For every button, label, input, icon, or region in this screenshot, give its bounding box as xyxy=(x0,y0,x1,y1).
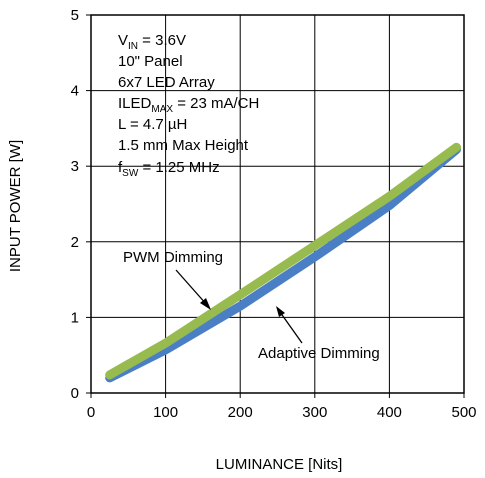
annotation-pwm-dimming: PWM Dimming xyxy=(123,249,223,266)
annotation-pwm-arrow-line xyxy=(175,269,208,306)
condition-panel: 10" Panel xyxy=(118,53,183,70)
condition-array: 6x7 LED Array xyxy=(118,74,215,91)
y-tick-label: 5 xyxy=(71,7,79,24)
x-axis-label: LUMINANCE [Nits] xyxy=(216,456,343,473)
grid xyxy=(91,15,464,393)
y-tick-label: 2 xyxy=(71,234,79,251)
series-layer xyxy=(105,142,461,383)
y-tick-label: 3 xyxy=(71,158,79,175)
axis-ticks: 0 100 200 300 400 500 0 1 2 3 4 5 xyxy=(71,7,477,421)
x-tick-label: 200 xyxy=(228,404,253,421)
annotation-pwm-arrow-head xyxy=(200,298,211,310)
condition-iled: ILEDMAX = 23 mA/CH xyxy=(118,95,259,115)
series-line-pwm-dimming xyxy=(105,142,461,380)
annotation-adaptive-arrow-line xyxy=(279,311,303,344)
condition-inductor: L = 4.7 µH xyxy=(118,116,187,133)
conditions-block: VIN = 3.6V 10" Panel 6x7 LED Array ILEDM… xyxy=(118,32,259,179)
y-tick-label: 4 xyxy=(71,83,79,100)
x-tick-label: 100 xyxy=(153,404,178,421)
condition-vin: VIN = 3.6V xyxy=(118,32,186,52)
y-tick-label: 0 xyxy=(71,385,79,402)
x-tick-label: 0 xyxy=(87,404,95,421)
x-tick-label: 400 xyxy=(377,404,402,421)
annotation-adaptive-dimming: Adaptive Dimming xyxy=(258,345,380,362)
y-tick-label: 1 xyxy=(71,309,79,326)
plot-frame xyxy=(90,14,465,394)
condition-height: 1.5 mm Max Height xyxy=(118,137,249,154)
x-tick-label: 300 xyxy=(302,404,327,421)
y-axis-label: INPUT POWER [W] xyxy=(7,140,24,272)
x-tick-label: 500 xyxy=(451,404,476,421)
annotation-adaptive-arrow-head xyxy=(276,306,285,317)
series-line-adaptive-dimming xyxy=(105,145,461,383)
condition-fsw: fSW = 1.25 MHz xyxy=(118,159,220,179)
